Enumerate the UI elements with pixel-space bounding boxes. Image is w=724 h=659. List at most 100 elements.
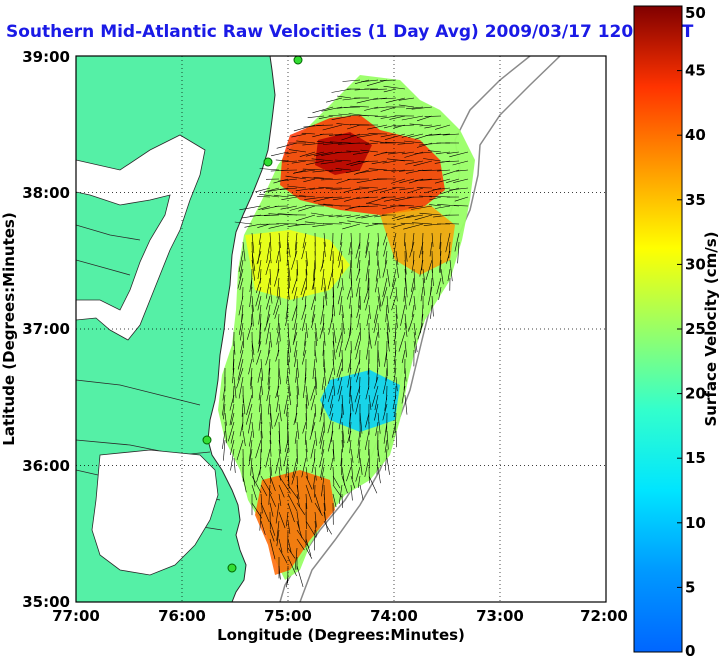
- velocity-vector: [323, 331, 326, 346]
- velocity-vector: [372, 97, 388, 100]
- velocity-vector: [232, 385, 235, 404]
- velocity-vector: [338, 385, 343, 402]
- velocity-vector: [240, 340, 244, 354]
- velocity-vector: [398, 204, 415, 207]
- velocity-vector: [310, 394, 316, 411]
- velocity-vector: [349, 439, 352, 454]
- velocity-vector: [276, 529, 280, 547]
- velocity-vector: [429, 241, 433, 257]
- velocity-vector: [305, 520, 317, 538]
- velocity-vector: [305, 259, 308, 276]
- velocity-vector: [276, 331, 280, 345]
- velocity-vector: [413, 331, 418, 353]
- velocity-vector: [285, 457, 289, 478]
- velocity-vector: [327, 385, 334, 403]
- velocity-vector: [278, 565, 281, 580]
- velocity-vector: [356, 304, 361, 318]
- velocity-vector: [341, 304, 344, 319]
- velocity-vector: [391, 169, 406, 172]
- velocity-vector: [316, 141, 334, 144]
- hf-radar-station: [227, 563, 237, 573]
- velocity-vector: [368, 304, 371, 320]
- velocity-vector: [251, 259, 255, 281]
- velocity-vector: [301, 457, 307, 478]
- velocity-vector: [268, 376, 271, 390]
- velocity-vector: [295, 214, 316, 222]
- velocity-vector: [314, 349, 317, 363]
- velocity-vector: [287, 484, 299, 500]
- velocity-vector: [246, 394, 253, 415]
- velocity-vector: [320, 304, 325, 325]
- velocity-vector: [392, 241, 397, 260]
- velocity-vector: [294, 349, 298, 367]
- velocity-vector: [291, 304, 298, 321]
- velocity-vector: [367, 124, 388, 130]
- velocity-vector: [298, 205, 316, 212]
- velocity-vector: [258, 412, 262, 431]
- velocity-vector: [337, 268, 343, 289]
- velocity-vector: [380, 133, 397, 138]
- velocity-vector: [319, 403, 325, 422]
- velocity-vector: [424, 124, 442, 129]
- velocity-vector: [278, 511, 286, 529]
- velocity-vector: [284, 151, 298, 155]
- velocity-vector: [406, 214, 424, 218]
- velocity-vector: [391, 268, 397, 288]
- velocity-vector: [382, 259, 388, 278]
- velocity-vector: [260, 421, 263, 439]
- velocity-vector: [332, 196, 352, 201]
- velocity-vector: [404, 259, 407, 275]
- velocity-vectors: [222, 79, 469, 588]
- velocity-vector: [275, 502, 280, 524]
- velocity-vector: [257, 340, 262, 353]
- velocity-vector: [374, 214, 388, 218]
- velocity-vector: [246, 322, 253, 340]
- velocity-vector: [369, 140, 388, 144]
- velocity-vector: [373, 376, 379, 389]
- velocity-vector: [398, 169, 415, 172]
- velocity-vector: [431, 250, 433, 273]
- velocity-vector: [374, 115, 388, 117]
- velocity-vector: [267, 394, 271, 415]
- velocity-vector: [258, 322, 262, 345]
- velocity-vector: [368, 250, 370, 266]
- velocity-vector: [224, 421, 227, 444]
- velocity-vector: [395, 196, 415, 202]
- velocity-vector: [338, 484, 343, 504]
- velocity-vector: [266, 241, 271, 264]
- velocity-vector: [278, 475, 291, 494]
- velocity-vector: [271, 151, 289, 157]
- velocity-vector: [383, 196, 406, 202]
- velocity-vector: [371, 160, 388, 165]
- velocity-vector: [242, 241, 246, 262]
- chart-title: Southern Mid-Atlantic Raw Velocities (1 …: [6, 22, 694, 42]
- velocity-vector: [439, 250, 442, 273]
- velocity-vector: [266, 385, 271, 402]
- velocity-vector: [359, 484, 364, 501]
- velocity-vector: [287, 430, 290, 453]
- velocity-vector: [250, 367, 253, 386]
- velocity-vector: [251, 232, 255, 254]
- velocity-vector: [419, 212, 442, 216]
- velocity-vector: [327, 268, 334, 290]
- velocity-vector: [237, 349, 244, 370]
- velocity-vector: [409, 241, 415, 258]
- velocity-vector: [446, 178, 460, 183]
- velocity-vector: [332, 331, 335, 347]
- velocity-vector: [327, 430, 334, 452]
- velocity-vector: [401, 151, 415, 155]
- velocity-vector: [314, 511, 317, 528]
- velocity-vector: [341, 475, 348, 494]
- velocity-vector: [304, 367, 307, 383]
- velocity-vector: [268, 187, 289, 192]
- velocity-vector: [404, 232, 406, 247]
- sound-water: [91, 449, 219, 576]
- velocity-vector: [397, 142, 415, 145]
- velocity-vector: [314, 466, 317, 481]
- velocity-vector: [335, 168, 352, 171]
- velocity-vector: [275, 159, 289, 162]
- velocity-vector: [281, 196, 298, 200]
- velocity-vector: [354, 187, 370, 190]
- velocity-vector: [274, 304, 280, 319]
- colorbar-label: Surface Velocity (cm/s): [702, 231, 720, 426]
